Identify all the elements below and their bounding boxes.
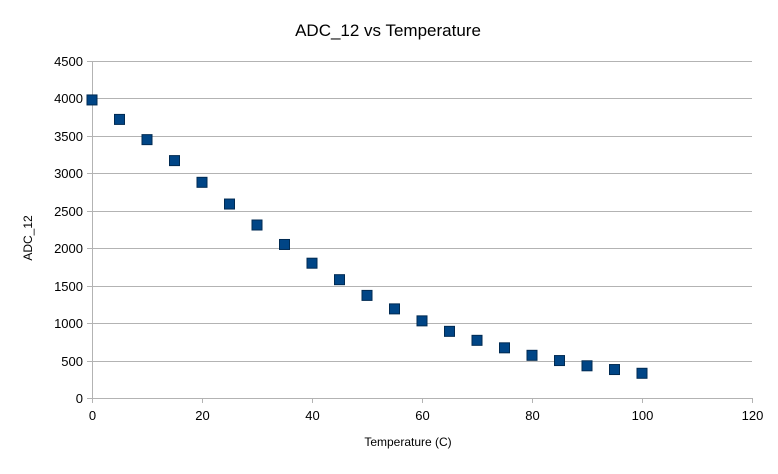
data-point xyxy=(444,325,455,337)
data-point xyxy=(526,349,538,361)
x-tick-label: 40 xyxy=(305,408,319,423)
y-tick-label: 2000 xyxy=(54,241,83,256)
data-point xyxy=(471,334,483,346)
y-tick-label: 4000 xyxy=(54,91,83,106)
data-point xyxy=(334,274,345,286)
y-axis-title: ADC_12 xyxy=(21,215,35,261)
y-tick-label: 3500 xyxy=(54,129,83,144)
data-point xyxy=(554,355,565,367)
grid-lines xyxy=(87,61,752,399)
data-point xyxy=(169,155,180,167)
data-point xyxy=(114,113,125,125)
x-axis-title: Temperature (C) xyxy=(364,435,451,449)
x-tick-label: 60 xyxy=(415,408,429,423)
y-tick-label: 1000 xyxy=(54,316,83,331)
y-tick-label: 4500 xyxy=(54,54,83,69)
data-point xyxy=(141,134,153,146)
y-tick-label: 2500 xyxy=(54,204,83,219)
y-tick-labels: 0 500 1000 1500 2000 2500 3000 3500 4000 4500 xyxy=(54,54,83,406)
data-point xyxy=(86,94,98,106)
data-point xyxy=(279,238,290,250)
data-point xyxy=(389,303,400,315)
x-tick-label: 0 xyxy=(89,408,96,423)
y-tick-label: 0 xyxy=(76,391,83,406)
y-tick-label: 3000 xyxy=(54,166,83,181)
data-point xyxy=(581,360,593,372)
data-point xyxy=(361,289,373,301)
chart-title: ADC_12 vs Temperature xyxy=(295,21,481,40)
x-tick-label: 120 xyxy=(742,408,764,423)
y-tick-label: 1500 xyxy=(54,279,83,294)
x-tick-label: 100 xyxy=(632,408,654,423)
data-points xyxy=(86,94,648,379)
data-point xyxy=(609,364,620,376)
data-point xyxy=(636,367,648,379)
axes xyxy=(92,61,753,403)
x-tick-label: 80 xyxy=(525,408,539,423)
x-tick-labels: 0 20 40 60 80 100 120 xyxy=(89,408,763,423)
data-point xyxy=(196,176,208,188)
data-point xyxy=(499,342,510,354)
data-point xyxy=(224,198,235,210)
data-point xyxy=(416,315,428,327)
data-point xyxy=(251,219,263,231)
y-tick-label: 500 xyxy=(61,354,83,369)
x-tick-label: 20 xyxy=(195,408,209,423)
data-point xyxy=(306,257,318,269)
